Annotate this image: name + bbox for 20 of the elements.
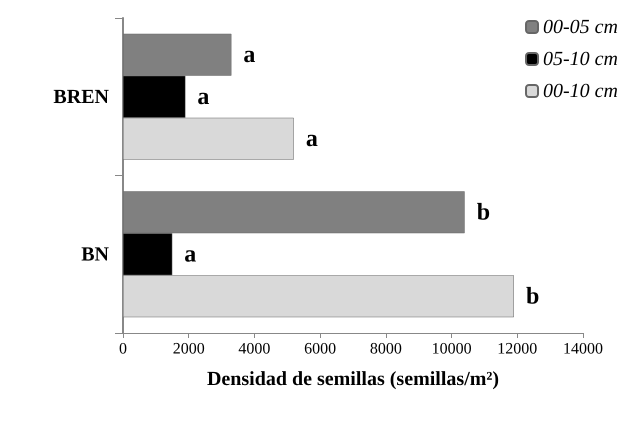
data-label: a <box>184 241 196 268</box>
x-tick-label: 12000 <box>497 340 538 358</box>
data-label: b <box>476 199 490 226</box>
y-tick-label: BREN <box>53 86 110 108</box>
x-tick-label: 8000 <box>370 340 402 358</box>
x-tick-label: 14000 <box>563 340 603 358</box>
x-tick-label: 10000 <box>432 340 472 358</box>
legend-label: 05-10 cm <box>543 48 618 70</box>
data-label: a <box>306 126 318 152</box>
x-tick-label: 0 <box>119 340 127 358</box>
x-tick-label: 6000 <box>304 340 336 358</box>
data-label: b <box>526 283 540 310</box>
x-axis-title: Densidad de semillas (semillas/m²) <box>206 368 500 390</box>
data-label: a <box>243 42 256 68</box>
data-label: a <box>197 84 210 110</box>
x-tick-label: 4000 <box>238 340 270 358</box>
x-tick-label: 2000 <box>172 340 205 358</box>
legend-label: 00-05 cm <box>543 16 618 38</box>
legend-label: 00-10 cm <box>543 80 618 102</box>
y-tick-label: BN <box>81 243 110 266</box>
